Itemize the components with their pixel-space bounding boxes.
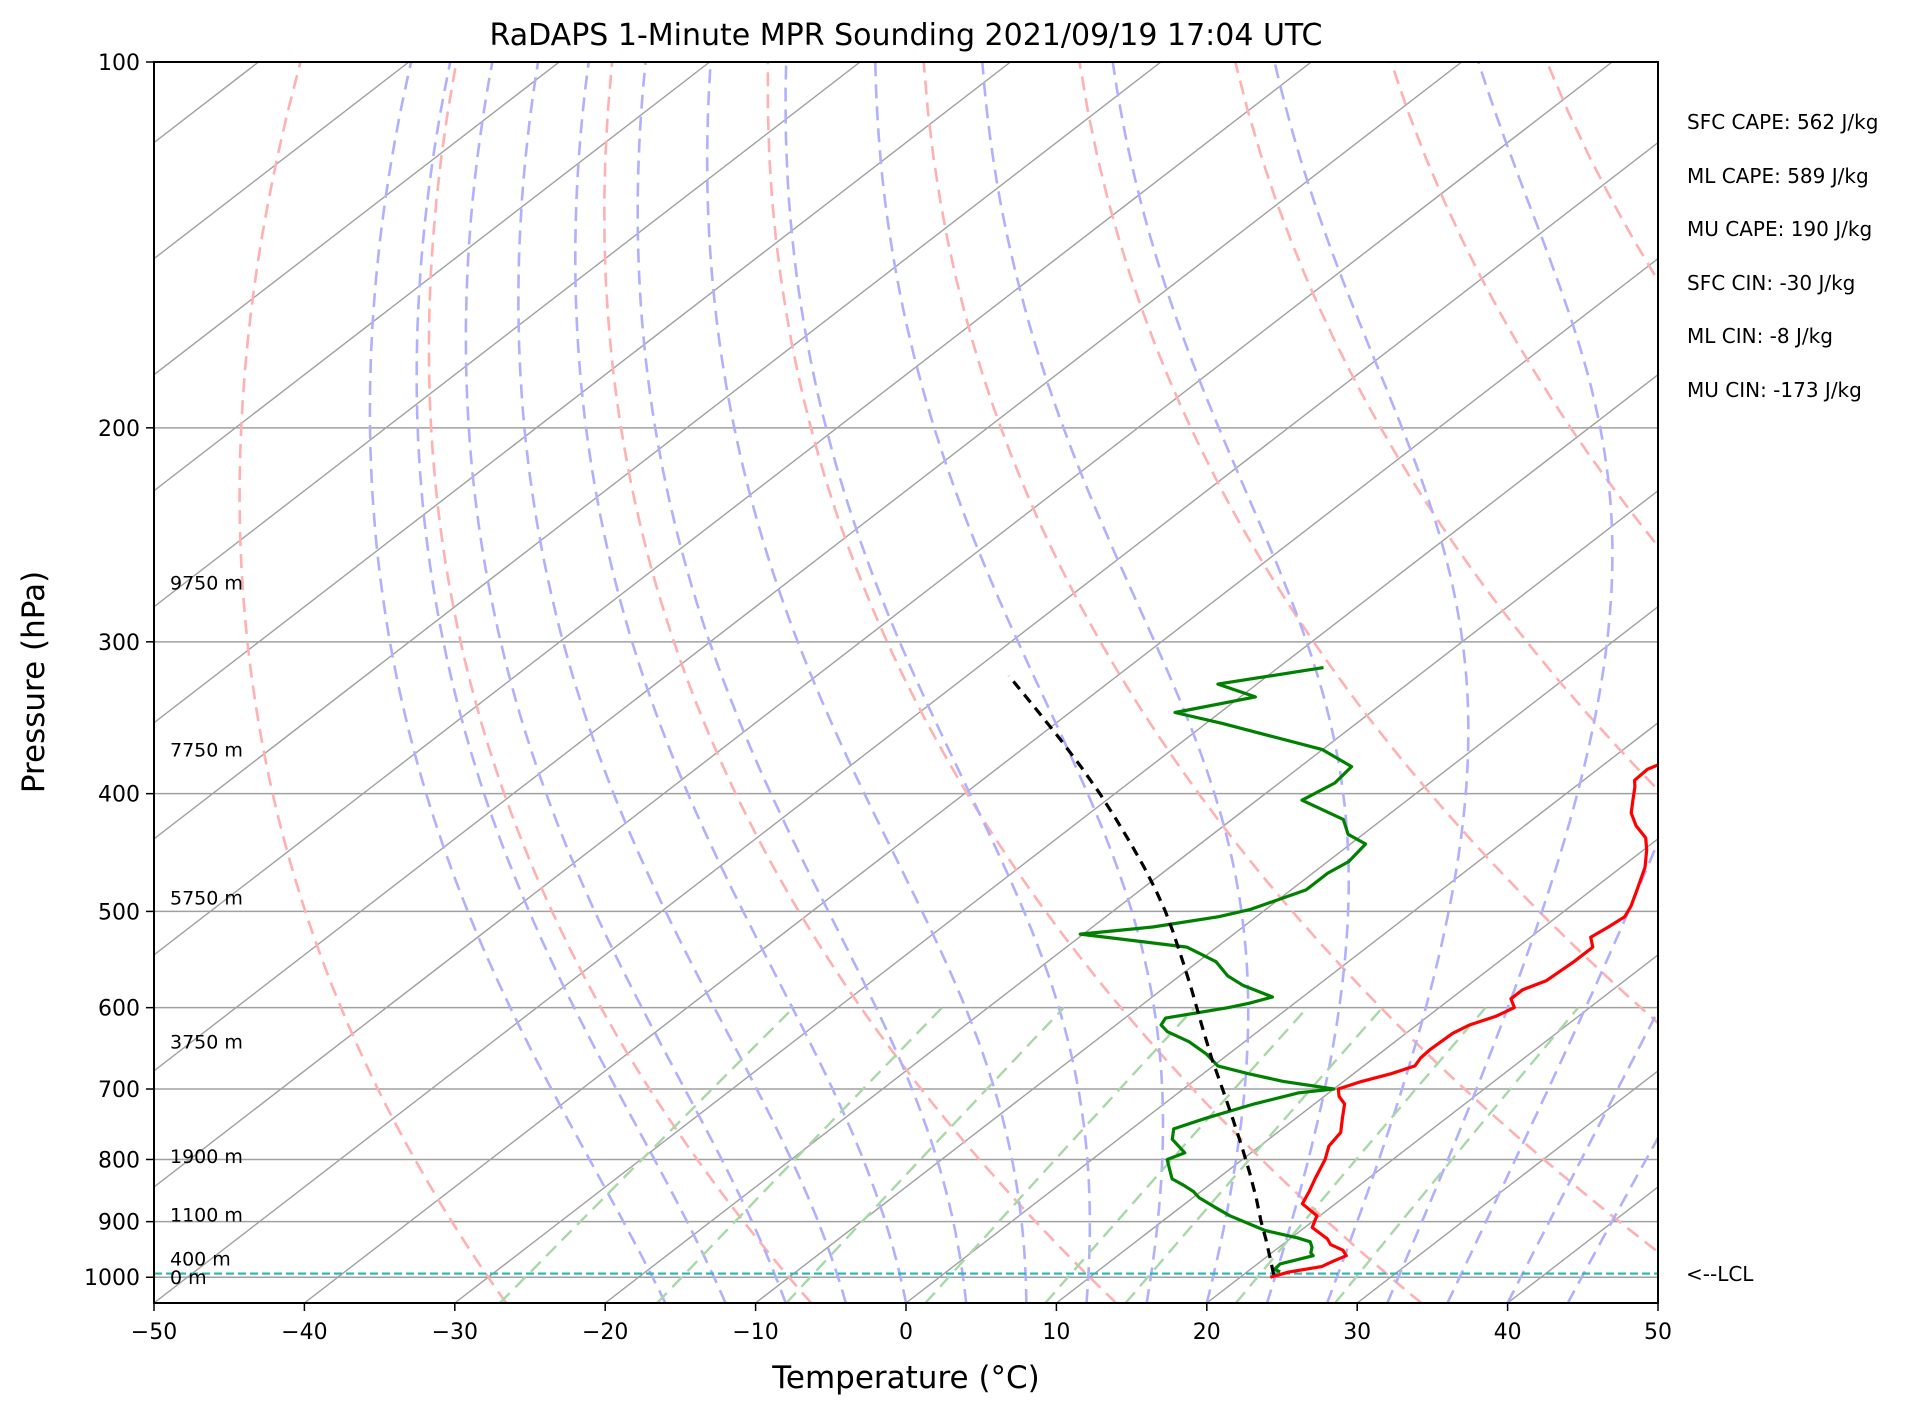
isotherm-line [154, 62, 1312, 956]
dewpoint-series-line [1078, 666, 1368, 1274]
mixing-ratio-line [785, 1006, 1065, 1303]
height-label: 7750 m [170, 740, 243, 762]
background-grid [154, 62, 1658, 1303]
x-tick-label: 30 [1343, 1320, 1371, 1345]
isotherm-line [1055, 837, 1658, 1303]
isotherm-line [454, 373, 1658, 1303]
isotherm-line [154, 62, 861, 608]
y-tick-label: 900 [98, 1211, 140, 1236]
chart-title: RaDAPS 1-Minute MPR Sounding 2021/09/19 … [490, 18, 1323, 53]
height-label: 1900 m [170, 1146, 243, 1168]
mixing-ratio-line [656, 1006, 943, 1303]
moist-adiabat-line [874, 62, 1165, 1303]
mixing-ratio-line [924, 1006, 1196, 1303]
isotherm-line [154, 62, 1162, 840]
moist-adiabat-line [981, 62, 1250, 1303]
x-tick-label: 40 [1494, 1320, 1522, 1345]
x-tick-label: −10 [732, 1320, 778, 1345]
isotherm-line [1356, 1070, 1658, 1303]
y-tick-label: 1000 [84, 1266, 140, 1291]
sfc-cape-text: SFC CAPE: 562 J/kg [1687, 110, 1878, 134]
height-label: 3750 m [170, 1032, 243, 1054]
isotherm-line [154, 62, 560, 376]
moist-adiabat-line [1506, 1008, 1658, 1303]
isotherm-line [905, 721, 1658, 1303]
y-tick-label: 100 [98, 51, 140, 76]
mixing-ratio-line [1124, 1006, 1384, 1303]
sounding-series [1007, 666, 1658, 1279]
mixing-ratio-line [1044, 1006, 1309, 1303]
sfc-cin-text: SFC CIN: -30 J/kg [1687, 271, 1855, 295]
moist-adiabat-line [464, 62, 787, 1303]
moist-adiabat-line [415, 62, 727, 1303]
isotherm-line [154, 141, 1658, 1303]
isotherm-line [154, 62, 1463, 1072]
moist-adiabat-line [1566, 1135, 1658, 1303]
ml-cape-text: ML CAPE: 589 J/kg [1687, 164, 1869, 188]
moist-adiabat-line [784, 62, 1092, 1303]
isotherm-line [154, 62, 1613, 1188]
mixing-ratio-line [1235, 1006, 1487, 1303]
x-tick-label: 0 [899, 1320, 913, 1345]
x-tick-label: 10 [1042, 1320, 1070, 1345]
moist-adiabat-line [1273, 62, 1470, 1303]
moist-adiabat-line [1386, 62, 1614, 1303]
y-tick-label: 400 [98, 783, 140, 808]
x-tick-label: −20 [582, 1320, 628, 1345]
y-axis-label: Pressure (hPa) [16, 571, 52, 793]
dry-adiabat-line [1234, 62, 1658, 792]
isotherm-line [303, 257, 1658, 1303]
dry-adiabat-line [766, 62, 1423, 1303]
x-tick-label: −50 [131, 1320, 177, 1345]
y-axis: 100 200 300 400 500 600 700 800 900 1000 [84, 51, 154, 1291]
mu-cape-text: MU CAPE: 190 J/kg [1687, 217, 1872, 241]
dry-adiabat-line [922, 62, 1658, 1254]
y-tick-label: 700 [98, 1078, 140, 1103]
x-tick-label: 20 [1193, 1320, 1221, 1345]
x-axis: −50 −40 −30 −20 −10 0 10 20 30 40 50 [131, 1303, 1672, 1345]
ml-cin-text: ML CIN: -8 J/kg [1687, 324, 1833, 348]
y-tick-label: 800 [98, 1148, 140, 1173]
moist-adiabat-line [573, 62, 908, 1303]
indices-panel: SFC CAPE: 562 J/kg ML CAPE: 589 J/kg MU … [1687, 110, 1878, 402]
dry-adiabat-line [238, 62, 508, 1303]
height-label: 1100 m [170, 1205, 243, 1227]
isotherm-line [154, 62, 1011, 724]
moist-adiabat-line [368, 62, 667, 1303]
mixing-ratio-line [1334, 1006, 1580, 1303]
moist-adiabat-line [1111, 62, 1350, 1303]
height-label: 5750 m [170, 888, 243, 910]
moist-adiabat-line [517, 62, 848, 1303]
x-tick-label: −40 [281, 1320, 327, 1345]
y-tick-label: 300 [98, 631, 140, 656]
y-tick-label: 500 [98, 900, 140, 925]
x-tick-label: −30 [432, 1320, 478, 1345]
isotherm-line [604, 489, 1658, 1303]
isotherm-line [154, 62, 711, 492]
dry-adiabat-line [602, 62, 1118, 1303]
y-tick-label: 200 [98, 417, 140, 442]
mixing-ratio-line [499, 1006, 795, 1303]
lcl-label: <--LCL [1686, 1262, 1754, 1286]
temperature-series-line [1269, 763, 1658, 1279]
moist-adiabat-line [1446, 838, 1658, 1303]
height-label: 400 m [170, 1248, 231, 1270]
moist-adiabat-line [636, 62, 968, 1303]
x-axis-label: Temperature (°C) [771, 1360, 1040, 1396]
parcel-series-line [1007, 674, 1276, 1275]
mu-cin-text: MU CIN: -173 J/kg [1687, 378, 1862, 402]
height-label: 9750 m [170, 572, 243, 594]
y-tick-label: 600 [98, 997, 140, 1022]
height-label: 0 m [170, 1267, 207, 1289]
x-tick-label: 50 [1644, 1320, 1672, 1345]
